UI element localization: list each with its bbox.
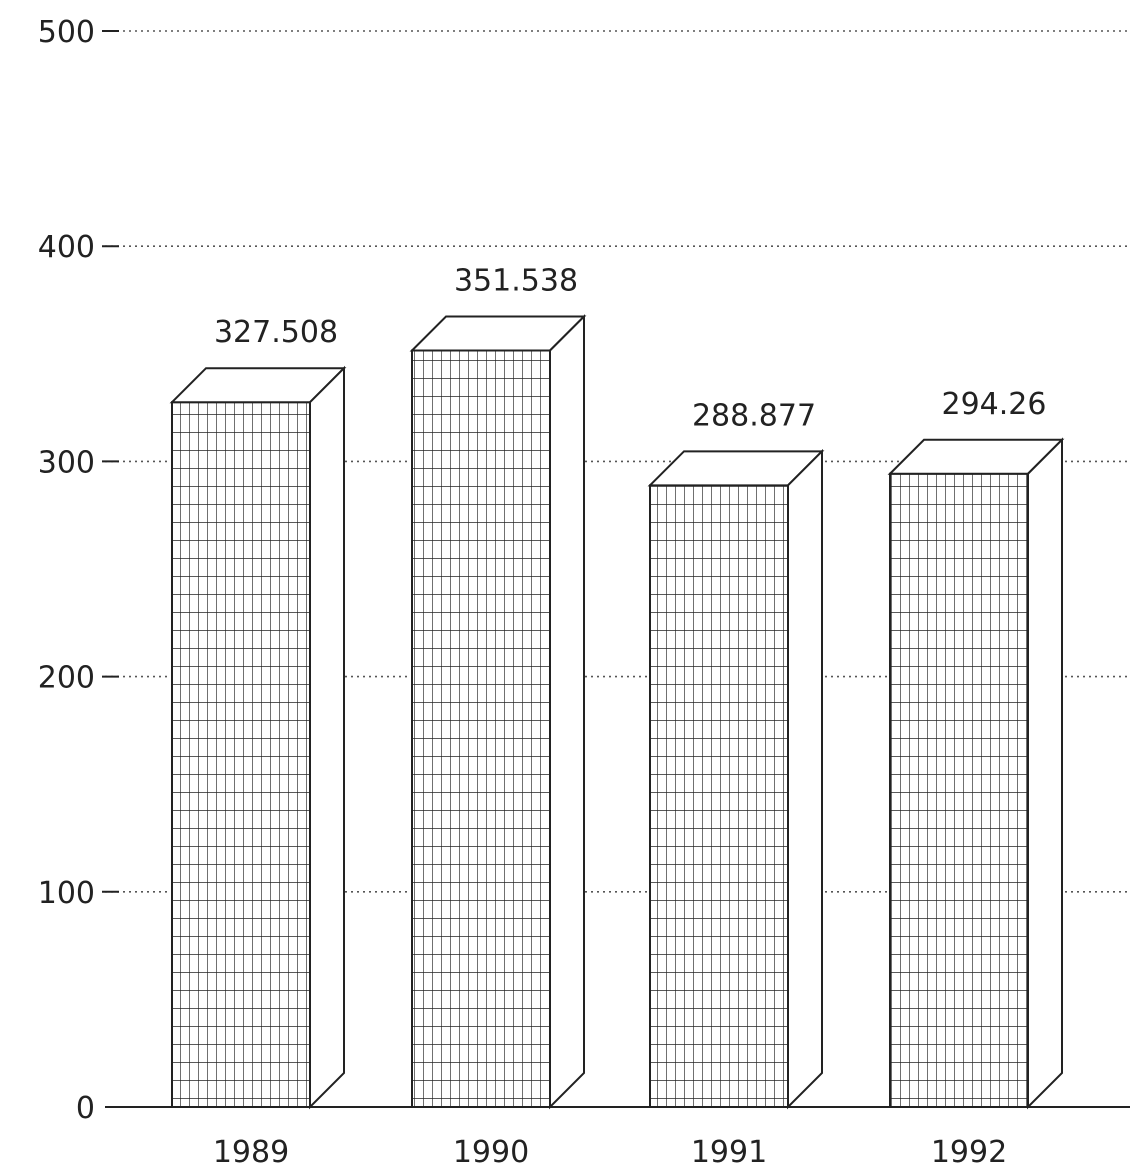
y-tick-label: 200: [38, 661, 95, 696]
bar-value-label: 327.508: [214, 315, 338, 350]
bar-value-label: 288.877: [692, 398, 816, 433]
x-category-label: 1990: [453, 1135, 529, 1169]
x-category-label: 1991: [691, 1135, 767, 1169]
y-tick-label: 300: [38, 445, 95, 480]
y-tick-label: 100: [38, 876, 95, 911]
x-category-label: 1989: [213, 1135, 289, 1169]
bar-front-face: [649, 484, 789, 1109]
bar-1991: [647, 448, 825, 1110]
bar-front-face: [411, 349, 551, 1108]
bar-side-face: [1027, 437, 1063, 1110]
bar-value-label: 351.538: [454, 263, 578, 298]
bar-front-face: [171, 401, 311, 1109]
bar-side-face: [549, 314, 585, 1110]
y-tick-label: 500: [38, 15, 95, 50]
x-category-label: 1992: [931, 1135, 1007, 1169]
labels: 0 100 200 300 400 500 327.508 1989 351.538 1990 28…: [38, 15, 1047, 1169]
bar-1990: [409, 314, 587, 1110]
bar-side-face: [309, 365, 345, 1110]
y-tick-label: 400: [38, 230, 95, 265]
bars: [169, 314, 1065, 1110]
bar-1992: [887, 437, 1065, 1110]
y-tick-label: 0: [76, 1091, 95, 1126]
bar-value-label: 294.26: [942, 387, 1047, 422]
bar-front-face: [889, 472, 1029, 1108]
gridlines: [102, 30, 1130, 893]
bar-1989: [169, 365, 347, 1110]
bar-side-face: [787, 448, 823, 1110]
